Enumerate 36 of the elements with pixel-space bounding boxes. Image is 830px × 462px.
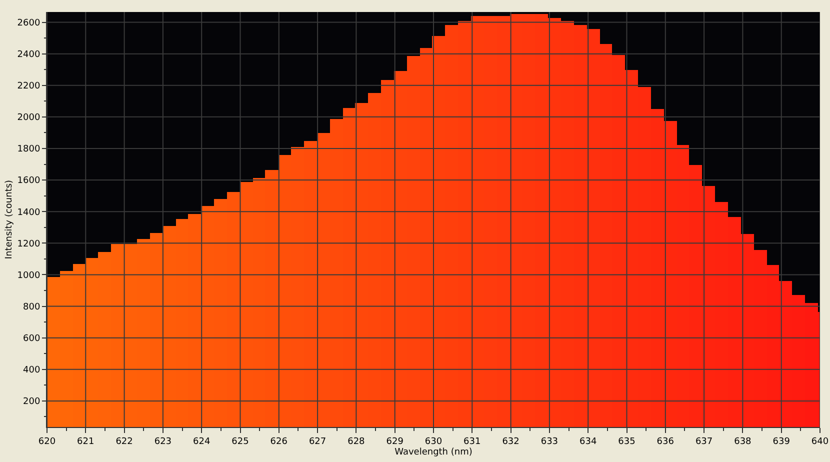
x-tick-label: 630 [424,436,442,447]
x-tick-label: 632 [502,436,520,447]
y-tick-label: 800 [23,302,40,312]
x-tick-label: 624 [193,436,210,447]
x-tick-label: 627 [308,436,326,447]
x-tick-label: 631 [464,436,481,447]
x-tick-label: 623 [154,436,172,447]
y-tick-label: 2600 [17,18,40,28]
y-tick-label: 1600 [17,176,40,186]
y-tick-label: 2000 [17,113,40,124]
x-axis-title: Wavelength (nm) [394,448,472,458]
x-tick-label: 620 [38,436,56,447]
y-tick-label: 400 [23,366,40,376]
y-tick-label: 200 [23,397,40,408]
y-axis-title: Intensity (counts) [4,180,15,260]
y-tick-label: 1400 [17,208,40,218]
y-tick-label: 1200 [17,239,40,250]
x-tick-label: 636 [656,436,674,447]
x-tick-label: 629 [386,436,404,447]
x-tick-label: 640 [811,436,829,447]
x-tick-label: 626 [270,436,288,447]
y-tick-label: 1800 [17,144,40,155]
x-tick-label: 634 [580,436,597,447]
y-tick-label: 2200 [17,82,40,92]
x-tick-label: 637 [695,436,713,447]
x-tick-label: 638 [734,436,752,447]
y-tick-label: 2400 [17,50,40,60]
x-tick-label: 628 [348,436,366,447]
y-tick-label: 600 [23,334,40,344]
x-tick-label: 625 [232,436,249,447]
x-tick-label: 639 [772,436,790,447]
x-tick-label: 621 [77,436,94,447]
x-tick-label: 635 [618,436,636,447]
x-tick-label: 622 [116,436,133,447]
y-tick-label: 1000 [17,270,40,281]
x-tick-label: 633 [540,436,558,447]
